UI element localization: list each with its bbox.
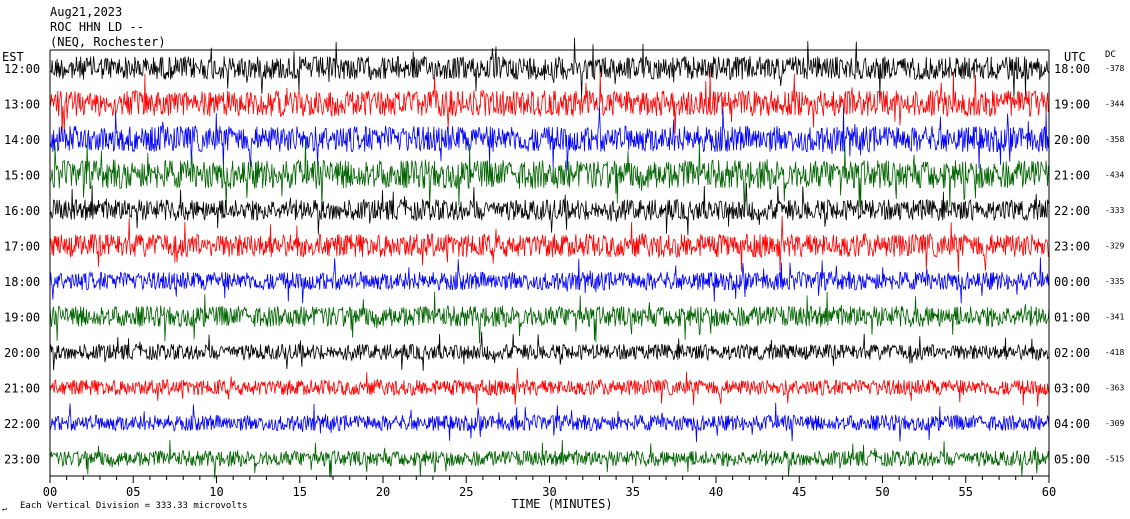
x-tick-label: 45 (792, 485, 806, 499)
dc-offset-label: -341 (1105, 313, 1124, 322)
utc-time-label: 00:00 (1054, 275, 1090, 289)
trace-line (49, 367, 1050, 407)
utc-time-label: 20:00 (1054, 133, 1090, 147)
trace-line (49, 439, 1050, 479)
utc-time-label: 01:00 (1054, 311, 1090, 325)
est-time-label: 20:00 (4, 346, 40, 360)
utc-time-label: 19:00 (1054, 98, 1090, 112)
trace-line (49, 257, 1050, 304)
utc-time-label: 21:00 (1054, 169, 1090, 183)
trace-group (49, 37, 1050, 479)
x-tick-label: 10 (209, 485, 223, 499)
left-timezone-label: EST (2, 50, 24, 64)
scale-note: Each Vertical Division = 333.33 microvol… (20, 501, 248, 511)
dc-offset-label: -333 (1105, 206, 1124, 215)
est-time-label: 13:00 (4, 98, 40, 112)
dc-offset-label: -335 (1105, 277, 1124, 286)
dc-offset-label: -309 (1105, 419, 1124, 428)
est-time-label: 15:00 (4, 169, 40, 183)
x-tick-label: 60 (1042, 485, 1056, 499)
x-axis: 00 05 10 15 20 25 30 35 40 45 50 55 60 (43, 476, 1056, 499)
dc-offset-label: -515 (1105, 455, 1124, 464)
dc-offset-label: -434 (1105, 171, 1124, 180)
trace-line (49, 106, 1050, 171)
dc-offset-label: -358 (1105, 135, 1124, 144)
x-tick-label: 40 (709, 485, 723, 499)
dc-header-label: DC (1105, 50, 1116, 60)
x-tick-label: 20 (376, 485, 390, 499)
est-time-label: 19:00 (4, 311, 40, 325)
header-network: (NEQ, Rochester) (50, 35, 166, 49)
x-tick-label: 25 (459, 485, 473, 499)
dc-offset-label: -344 (1105, 100, 1124, 109)
utc-time-label: 04:00 (1054, 417, 1090, 431)
utc-time-label: 22:00 (1054, 204, 1090, 218)
trace-line (49, 71, 1050, 135)
x-axis-label: TIME (MINUTES) (511, 497, 612, 511)
trace-line (49, 182, 1050, 236)
utc-time-label: 02:00 (1054, 346, 1090, 360)
header-date: Aug21,2023 (50, 5, 122, 19)
dc-offset-label: -329 (1105, 242, 1124, 251)
est-time-label: 22:00 (4, 417, 40, 431)
dc-offset-label: -418 (1105, 348, 1124, 357)
trace-line (49, 137, 1050, 212)
est-time-label: 12:00 (4, 62, 40, 76)
utc-time-label: 05:00 (1054, 453, 1090, 467)
utc-time-label: 23:00 (1054, 240, 1090, 254)
x-tick-label: 30 (542, 485, 556, 499)
x-tick-label: 05 (126, 485, 140, 499)
scale-marker-icon: ↵ (2, 504, 7, 513)
trace-line (49, 331, 1050, 371)
header-station: ROC HHN LD -- (50, 20, 144, 34)
utc-time-label: 03:00 (1054, 382, 1090, 396)
trace-line (49, 37, 1050, 98)
est-time-label: 21:00 (4, 382, 40, 396)
est-time-label: 16:00 (4, 204, 40, 218)
row-labels: 12:00 18:00 -378 13:00 19:00 -344 14:00 20:00 -3… (4, 62, 1124, 467)
trace-line (49, 402, 1050, 443)
utc-time-label: 18:00 (1054, 62, 1090, 76)
x-tick-label: 00 (43, 485, 57, 499)
x-tick-label: 55 (959, 485, 973, 499)
dc-offset-label: -378 (1105, 64, 1124, 73)
right-timezone-label: UTC (1064, 50, 1086, 64)
est-time-label: 14:00 (4, 133, 40, 147)
trace-line (49, 291, 1050, 344)
est-time-label: 18:00 (4, 275, 40, 289)
est-time-label: 23:00 (4, 453, 40, 467)
x-tick-label: 35 (626, 485, 640, 499)
dc-offset-label: -363 (1105, 384, 1124, 393)
x-tick-label: 15 (293, 485, 307, 499)
est-time-label: 17:00 (4, 240, 40, 254)
x-tick-label: 50 (875, 485, 889, 499)
trace-line (49, 215, 1050, 273)
